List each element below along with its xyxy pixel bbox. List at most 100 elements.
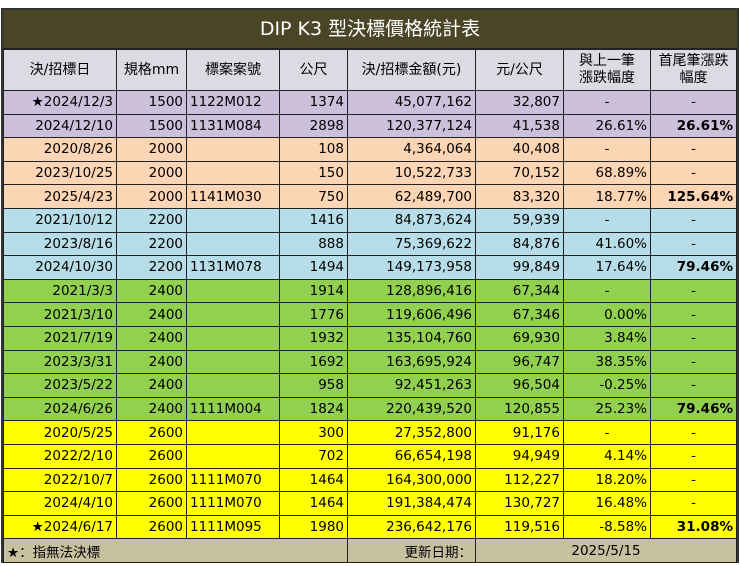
table-cell: 702 <box>279 443 348 469</box>
table-row: 2020/5/25 2600 300 27,352,800 91,176- - <box>3 420 737 445</box>
table-cell: 69,930 <box>475 325 564 351</box>
updated-date: 2025/5/15 <box>475 538 737 563</box>
table-cell: 91,176 <box>475 420 564 445</box>
table-cell: 1914 <box>279 278 348 304</box>
table-cell: 125.64% <box>650 184 737 209</box>
table-cell: 1111M070 <box>186 467 280 493</box>
table-cell: 750 <box>279 184 348 209</box>
footer-row: ★：指無法決標 更新日期： 2025/5/15 <box>3 538 737 563</box>
table-cell: - <box>650 349 737 375</box>
table-cell: 2025/4/23 <box>3 184 117 209</box>
table-cell: 1111M004 <box>186 396 280 422</box>
table-cell: 2022/2/10 <box>3 443 117 469</box>
table-cell: 99,849 <box>475 255 564 280</box>
table-cell: 2000 <box>116 137 187 162</box>
table-cell: - <box>650 278 737 304</box>
table-cell: - <box>650 207 737 233</box>
table-cell: 96,504 <box>475 373 564 398</box>
table-cell: 2023/3/31 <box>3 349 117 375</box>
table-cell: -8.58% <box>563 514 651 540</box>
price-table-container: DIP K3 型決標價格統計表 決/招標日 規格mm 標案案號 公尺 決/招標金額(元)… <box>1 8 739 563</box>
column-header: 決/招標日 <box>3 49 117 91</box>
column-header: 元/公尺 <box>475 49 564 91</box>
table-cell: 888 <box>279 231 348 257</box>
table-cell: 18.77% <box>563 184 651 209</box>
table-cell: 66,654,198 <box>347 443 476 469</box>
table-cell: 120,855 <box>475 396 564 422</box>
table-cell: - <box>650 373 737 398</box>
table-cell: 1111M070 <box>186 491 280 516</box>
column-header: 規格mm <box>116 49 187 91</box>
table-cell <box>186 137 280 162</box>
table-cell: 112,227 <box>475 467 564 493</box>
table-cell: 300 <box>279 420 348 445</box>
table-cell: 2400 <box>116 396 187 422</box>
column-header: 公尺 <box>279 49 348 91</box>
table-cell: 1980 <box>279 514 348 540</box>
table-cell: -0.25% <box>563 373 651 398</box>
table-cell: 62,489,700 <box>347 184 476 209</box>
table-cell: 2600 <box>116 443 187 469</box>
table-cell: - <box>563 137 651 162</box>
table-cell: 119,516 <box>475 514 564 540</box>
table-cell: 1464 <box>279 467 348 493</box>
table-row: 2020/8/26 2000 108 4,364,064 40,408- - <box>3 137 737 162</box>
table-cell: 1374 <box>279 90 348 115</box>
table-cell <box>186 443 280 469</box>
table-cell: 2021/7/19 <box>3 325 117 351</box>
table-cell: 31.08% <box>650 514 737 540</box>
table-cell: 2022/10/7 <box>3 467 117 493</box>
table-cell: 2023/8/16 <box>3 231 117 257</box>
table-cell: 2600 <box>116 420 187 445</box>
table-row: 2023/5/22 2400 958 92,451,263 96,504 -0.25% - <box>3 373 737 398</box>
table-row: 2022/2/10 2600 702 66,654,198 94,949 4.14% - <box>3 443 737 469</box>
footer-note: ★：指無法決標 <box>3 538 348 563</box>
updated-label: 更新日期： <box>347 538 476 563</box>
table-cell: 1776 <box>279 302 348 327</box>
table-cell: 1131M078 <box>186 255 280 280</box>
table-cell: 1500 <box>116 90 187 115</box>
table-cell: - <box>650 231 737 257</box>
table-cell: ★2024/12/3 <box>3 90 117 115</box>
table-cell: 1131M084 <box>186 113 280 139</box>
table-cell: - <box>650 137 737 162</box>
table-cell: 108 <box>279 137 348 162</box>
table-cell <box>186 231 280 257</box>
table-cell: 2600 <box>116 491 187 516</box>
table-cell: 84,873,624 <box>347 207 476 233</box>
table-cell: 2024/10/30 <box>3 255 117 280</box>
table-row: 2024/12/10 1500 1131M084 2898 120,377,124 41,… <box>3 113 737 139</box>
table-cell: 2600 <box>116 467 187 493</box>
table-cell: 191,384,474 <box>347 491 476 516</box>
table-cell <box>186 160 280 186</box>
table-cell: ★2024/6/17 <box>3 514 117 540</box>
table-cell: 32,807 <box>475 90 564 115</box>
table-cell: 3.84% <box>563 325 651 351</box>
table-row: 2021/3/3 2400 1914 128,896,416 67,344- - <box>3 278 737 304</box>
column-header: 決/招標金額(元) <box>347 49 476 91</box>
table-cell: 2020/8/26 <box>3 137 117 162</box>
table-cell: 2021/3/10 <box>3 302 117 327</box>
table-cell: 25.23% <box>563 396 651 422</box>
table-cell: 1416 <box>279 207 348 233</box>
table-cell: - <box>563 207 651 233</box>
table-cell: 27,352,800 <box>347 420 476 445</box>
table-cell: 1500 <box>116 113 187 139</box>
table-row: 2021/3/10 2400 1776 119,606,496 67,346 0.00% - <box>3 302 737 327</box>
table-cell: 26.61% <box>650 113 737 139</box>
table-cell: 120,377,124 <box>347 113 476 139</box>
table-cell: 67,346 <box>475 302 564 327</box>
table-cell: 79.46% <box>650 396 737 422</box>
table-cell: 96,747 <box>475 349 564 375</box>
table-row: 2023/3/31 2400 1692 163,695,924 96,747 38.35%… <box>3 349 737 375</box>
table-title: DIP K3 型決標價格統計表 <box>3 10 737 49</box>
table-cell: 2021/3/3 <box>3 278 117 304</box>
table-cell: 41,538 <box>475 113 564 139</box>
table-row: 2021/10/12 2200 1416 84,873,624 59,939- - <box>3 207 737 233</box>
table-cell: 2898 <box>279 113 348 139</box>
table-cell: 163,695,924 <box>347 349 476 375</box>
table-cell: 0.00% <box>563 302 651 327</box>
table-cell: 119,606,496 <box>347 302 476 327</box>
table-row: ★2024/12/3 1500 1122M012 1374 45,077,162 32,8… <box>3 90 737 115</box>
table-cell: 2021/10/12 <box>3 207 117 233</box>
